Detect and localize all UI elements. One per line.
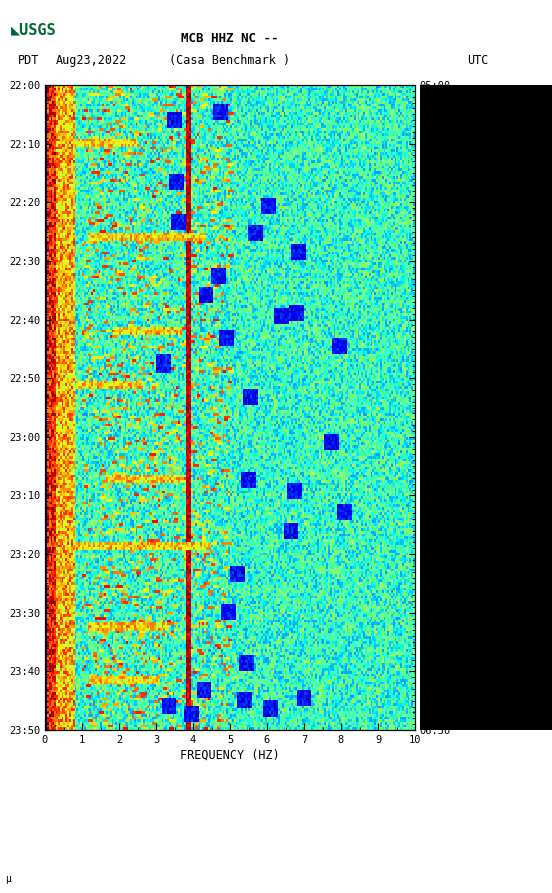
Text: UTC: UTC (468, 54, 489, 67)
X-axis label: FREQUENCY (HZ): FREQUENCY (HZ) (180, 749, 280, 762)
Text: Aug23,2022: Aug23,2022 (56, 54, 128, 67)
Text: MCB HHZ NC --: MCB HHZ NC -- (181, 32, 279, 45)
Text: PDT: PDT (18, 54, 40, 67)
Text: μ: μ (6, 874, 12, 884)
Text: ◣USGS: ◣USGS (11, 22, 57, 38)
Text: (Casa Benchmark ): (Casa Benchmark ) (169, 54, 290, 67)
